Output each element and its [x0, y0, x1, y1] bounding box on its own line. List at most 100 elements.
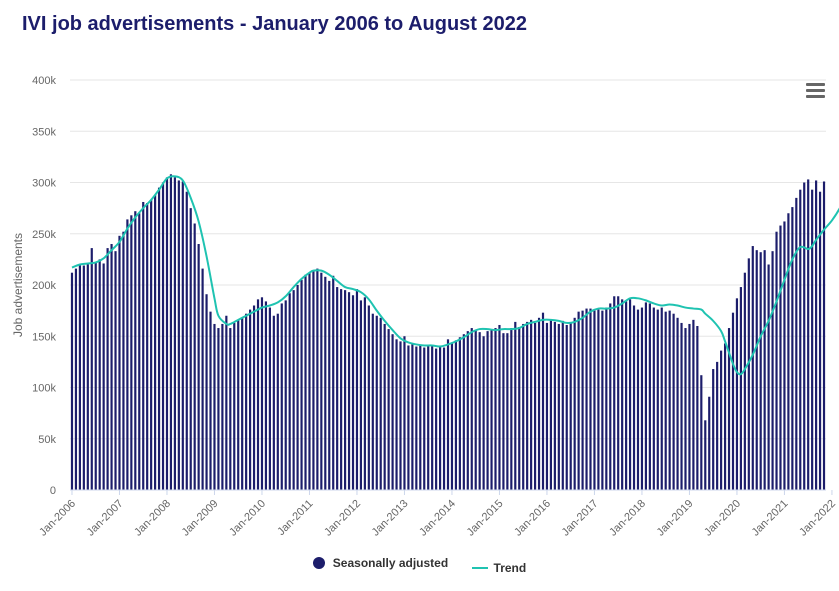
bar[interactable] — [110, 244, 113, 490]
bar[interactable] — [114, 251, 117, 490]
bar[interactable] — [573, 317, 576, 490]
bar[interactable] — [537, 317, 541, 490]
bar[interactable] — [763, 250, 766, 490]
bar[interactable] — [157, 187, 161, 491]
bar[interactable] — [466, 331, 469, 491]
bar[interactable] — [181, 181, 184, 491]
bar[interactable] — [585, 308, 588, 490]
bar[interactable] — [506, 333, 509, 490]
bar[interactable] — [783, 221, 786, 490]
bar[interactable] — [593, 310, 596, 491]
bar[interactable] — [241, 317, 244, 490]
bar[interactable] — [458, 337, 461, 490]
bar[interactable] — [632, 305, 636, 491]
bar[interactable] — [94, 262, 97, 490]
bar[interactable] — [545, 322, 549, 490]
bar[interactable] — [636, 309, 640, 490]
bar[interactable] — [549, 319, 552, 490]
bar[interactable] — [478, 332, 481, 490]
bar[interactable] — [304, 274, 307, 490]
bar[interactable] — [771, 251, 774, 490]
bar[interactable] — [237, 319, 240, 490]
bar[interactable] — [355, 289, 359, 490]
bar[interactable] — [82, 265, 85, 490]
bar[interactable] — [807, 179, 810, 490]
bar[interactable] — [292, 290, 295, 491]
bar[interactable] — [217, 328, 220, 490]
bar[interactable] — [708, 396, 711, 490]
bar[interactable] — [272, 315, 275, 490]
bar[interactable] — [628, 299, 632, 490]
bar[interactable] — [704, 420, 707, 490]
bar[interactable] — [260, 297, 264, 490]
bar[interactable] — [526, 321, 529, 490]
bar[interactable] — [581, 310, 584, 491]
bar[interactable] — [150, 199, 153, 490]
bar[interactable] — [454, 340, 458, 490]
bar[interactable] — [439, 345, 442, 490]
bar[interactable] — [229, 328, 232, 490]
bar[interactable] — [787, 213, 790, 490]
bar[interactable] — [652, 307, 655, 490]
bar[interactable] — [189, 208, 192, 491]
bar[interactable] — [514, 321, 517, 490]
bar[interactable] — [747, 258, 750, 490]
bar[interactable] — [74, 268, 78, 490]
bar[interactable] — [336, 287, 339, 490]
bar[interactable] — [617, 296, 620, 490]
bar[interactable] — [173, 177, 176, 491]
bar[interactable] — [102, 263, 105, 490]
bar[interactable] — [743, 272, 746, 490]
bar[interactable] — [613, 296, 616, 490]
bar[interactable] — [193, 223, 196, 491]
bar[interactable] — [225, 315, 228, 490]
bar[interactable] — [332, 275, 335, 490]
bar[interactable] — [344, 290, 347, 491]
bar[interactable] — [577, 311, 580, 490]
bar[interactable] — [328, 280, 331, 490]
bar[interactable] — [700, 375, 703, 490]
bar[interactable] — [130, 215, 133, 491]
bar[interactable] — [387, 329, 390, 490]
bar[interactable] — [435, 348, 438, 490]
bar[interactable] — [656, 309, 659, 490]
bar[interactable] — [561, 320, 564, 491]
bar[interactable] — [811, 189, 814, 490]
bar[interactable] — [411, 344, 414, 490]
bar[interactable] — [197, 244, 200, 490]
bar[interactable] — [755, 250, 758, 490]
bar[interactable] — [383, 323, 386, 490]
bar[interactable] — [284, 300, 287, 491]
bar[interactable] — [177, 180, 180, 490]
bar[interactable] — [126, 219, 129, 490]
bar[interactable] — [530, 319, 533, 490]
bar[interactable] — [395, 339, 398, 490]
bar[interactable] — [312, 270, 315, 490]
bar[interactable] — [78, 265, 81, 490]
bar[interactable] — [201, 268, 204, 490]
bar[interactable] — [90, 248, 93, 490]
bar[interactable] — [518, 327, 521, 490]
bar[interactable] — [379, 317, 382, 490]
bar[interactable] — [446, 339, 450, 490]
bar[interactable] — [213, 323, 216, 490]
bar[interactable] — [391, 334, 394, 490]
bar[interactable] — [146, 203, 149, 490]
bar[interactable] — [264, 301, 268, 490]
bar[interactable] — [664, 311, 667, 490]
bar[interactable] — [359, 300, 363, 491]
bar[interactable] — [775, 231, 778, 490]
bar[interactable] — [288, 293, 291, 490]
bar[interactable] — [98, 259, 101, 491]
bar[interactable] — [727, 328, 731, 490]
bar[interactable] — [648, 303, 651, 490]
bar[interactable] — [803, 182, 806, 491]
bar[interactable] — [86, 264, 89, 491]
bar[interactable] — [522, 323, 525, 490]
bar[interactable] — [712, 369, 715, 490]
bar[interactable] — [185, 191, 188, 490]
bar[interactable] — [142, 201, 145, 491]
bar[interactable] — [676, 317, 679, 490]
bar[interactable] — [134, 211, 137, 490]
bar[interactable] — [751, 246, 754, 490]
